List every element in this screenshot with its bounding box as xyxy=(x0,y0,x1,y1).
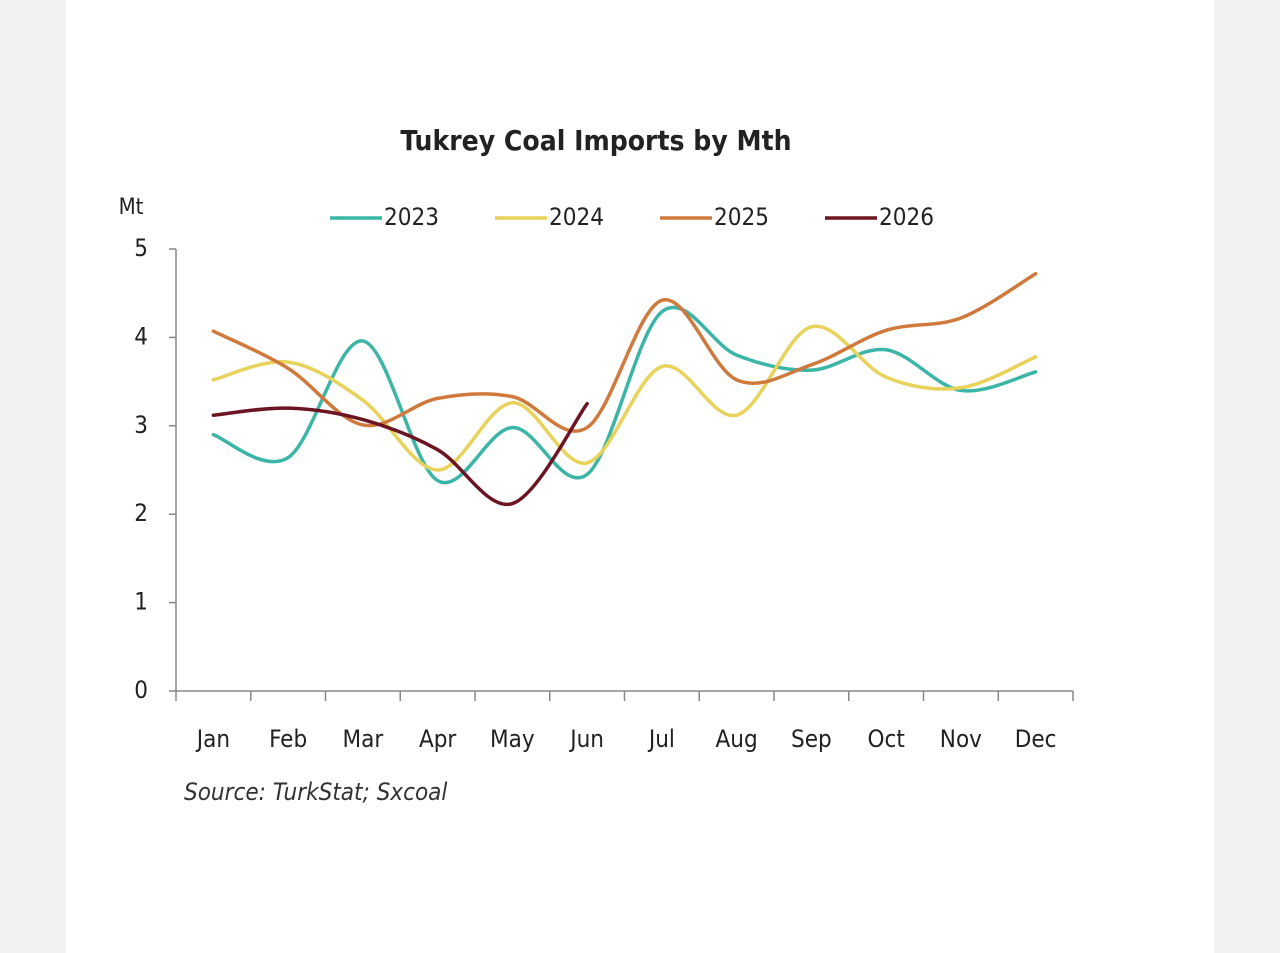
y-axis-label: Mt xyxy=(119,195,144,220)
card xyxy=(66,0,1214,953)
y-tick-label: 1 xyxy=(134,588,148,616)
x-tick-label: Oct xyxy=(867,725,904,753)
series-line xyxy=(211,272,1038,433)
x-tick-label: Sep xyxy=(791,725,832,753)
x-tick-label: Feb xyxy=(269,725,307,753)
x-tick-label: Apr xyxy=(419,725,456,753)
y-tick-label: 3 xyxy=(134,411,148,439)
x-tick-label: Aug xyxy=(716,725,758,753)
y-tick-label: 4 xyxy=(134,322,148,350)
legend-label: 2025 xyxy=(714,203,769,231)
source: Source: TurkStat; Sxcoal xyxy=(184,778,447,806)
y-tick-label: 5 xyxy=(134,234,148,262)
x-tick-label: Jul xyxy=(647,725,675,753)
x-tick-label: Dec xyxy=(1015,725,1057,753)
series-line xyxy=(211,305,1038,485)
legend-label: 2024 xyxy=(549,203,604,231)
y-tick-label: 0 xyxy=(134,676,148,704)
x-tick-label: Nov xyxy=(940,725,982,753)
x-tick-label: May xyxy=(490,725,535,753)
legend-label: 2023 xyxy=(384,203,439,231)
series-line xyxy=(211,401,589,507)
y-tick-label: 2 xyxy=(134,499,148,527)
x-tick-label: Mar xyxy=(343,725,384,753)
chart-title: Tukrey Coal Imports by Mth xyxy=(400,124,791,157)
series-line xyxy=(211,324,1038,472)
x-tick-label: Jun xyxy=(568,725,604,753)
x-tick-label: Jan xyxy=(195,725,230,753)
legend-label: 2026 xyxy=(879,203,934,231)
